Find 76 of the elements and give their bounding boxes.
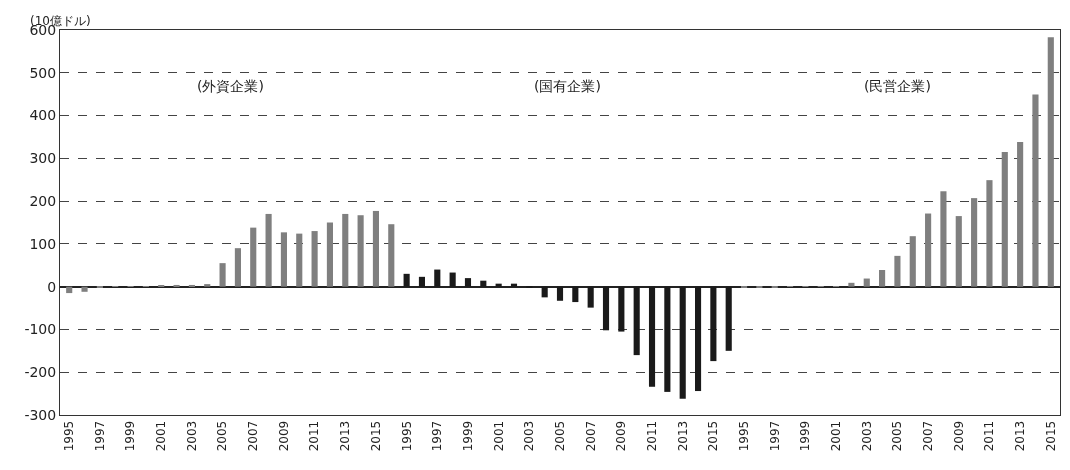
y-tick-label: 400 xyxy=(29,107,57,124)
x-tick-label: 1999 xyxy=(123,420,138,452)
x-tick-label: 1999 xyxy=(798,420,813,452)
bar xyxy=(879,269,886,287)
bar xyxy=(986,180,993,287)
x-tick-label: 2003 xyxy=(859,420,874,452)
x-tick-label: 2007 xyxy=(246,420,261,452)
x-tick-label: 2013 xyxy=(675,420,690,452)
x-tick-label: 2009 xyxy=(276,420,291,452)
bar xyxy=(265,213,272,287)
y-tick-label: 100 xyxy=(29,235,57,252)
x-tick-label: 1999 xyxy=(460,420,475,452)
x-tick-label: 2001 xyxy=(154,420,169,452)
y-tick-label: -100 xyxy=(24,321,57,338)
x-tick-label: 2015 xyxy=(368,420,383,452)
x-tick-label: 2003 xyxy=(184,420,199,452)
bar xyxy=(955,216,962,287)
bar xyxy=(1047,37,1054,287)
x-tick-label: 2013 xyxy=(1013,420,1028,452)
bar xyxy=(909,236,916,287)
y-tick-label: -300 xyxy=(24,406,57,423)
bar xyxy=(234,248,241,287)
x-tick-label: 2013 xyxy=(338,420,353,452)
bar xyxy=(188,284,195,287)
bar xyxy=(311,231,318,287)
bar xyxy=(1001,151,1008,287)
x-tick-label: 2005 xyxy=(552,420,567,452)
x-tick-label: 2007 xyxy=(583,420,598,452)
bar xyxy=(388,224,395,287)
bar xyxy=(372,210,380,287)
annotation: (国有企業) xyxy=(534,78,601,94)
x-tick-label: 1995 xyxy=(62,420,77,452)
bar xyxy=(250,227,257,287)
x-tick-label: 1997 xyxy=(430,420,445,452)
x-tick-label: 2015 xyxy=(706,420,721,452)
y-tick-label: 300 xyxy=(29,150,57,167)
x-tick-label: 1995 xyxy=(736,420,751,452)
x-tick-label: 2011 xyxy=(307,420,322,452)
annotation: (外資企業) xyxy=(197,78,264,94)
y-tick-label: 0 xyxy=(47,278,57,295)
bar xyxy=(342,213,349,287)
bar xyxy=(971,198,978,287)
bar xyxy=(280,232,287,287)
x-tick-label: 2015 xyxy=(1043,420,1058,452)
bar xyxy=(863,278,870,287)
bar xyxy=(848,282,855,287)
annotation: (民営企業) xyxy=(864,78,931,94)
bar xyxy=(204,284,211,287)
bar xyxy=(940,191,947,287)
x-tick-label: 2011 xyxy=(982,420,997,452)
x-tick-label: 2005 xyxy=(215,420,230,452)
bar xyxy=(925,213,932,287)
x-tick-label: 1997 xyxy=(92,420,107,452)
x-tick-label: 1997 xyxy=(767,420,782,452)
y-tick-label: -200 xyxy=(24,364,57,381)
bar xyxy=(357,215,364,287)
bar xyxy=(219,263,226,287)
x-tick-label: 2001 xyxy=(828,420,843,452)
bar xyxy=(173,284,180,287)
x-tick-label: 1995 xyxy=(399,420,414,452)
bar xyxy=(894,255,901,287)
bar xyxy=(66,286,73,294)
y-tick-label: 500 xyxy=(29,64,57,81)
bar xyxy=(1017,142,1024,287)
x-tick-label: 2003 xyxy=(522,420,537,452)
x-tick-label: 2009 xyxy=(951,420,966,452)
x-tick-label: 2009 xyxy=(614,420,629,452)
x-tick-label: 2011 xyxy=(644,420,659,452)
x-tick-label: 2001 xyxy=(491,420,506,452)
x-tick-label: 2005 xyxy=(890,420,905,452)
x-tick-label: 2007 xyxy=(921,420,935,452)
bar xyxy=(81,286,88,292)
bar xyxy=(296,233,303,287)
bar xyxy=(326,222,334,287)
bar xyxy=(1032,94,1039,287)
y-tick-label: 200 xyxy=(29,193,57,210)
